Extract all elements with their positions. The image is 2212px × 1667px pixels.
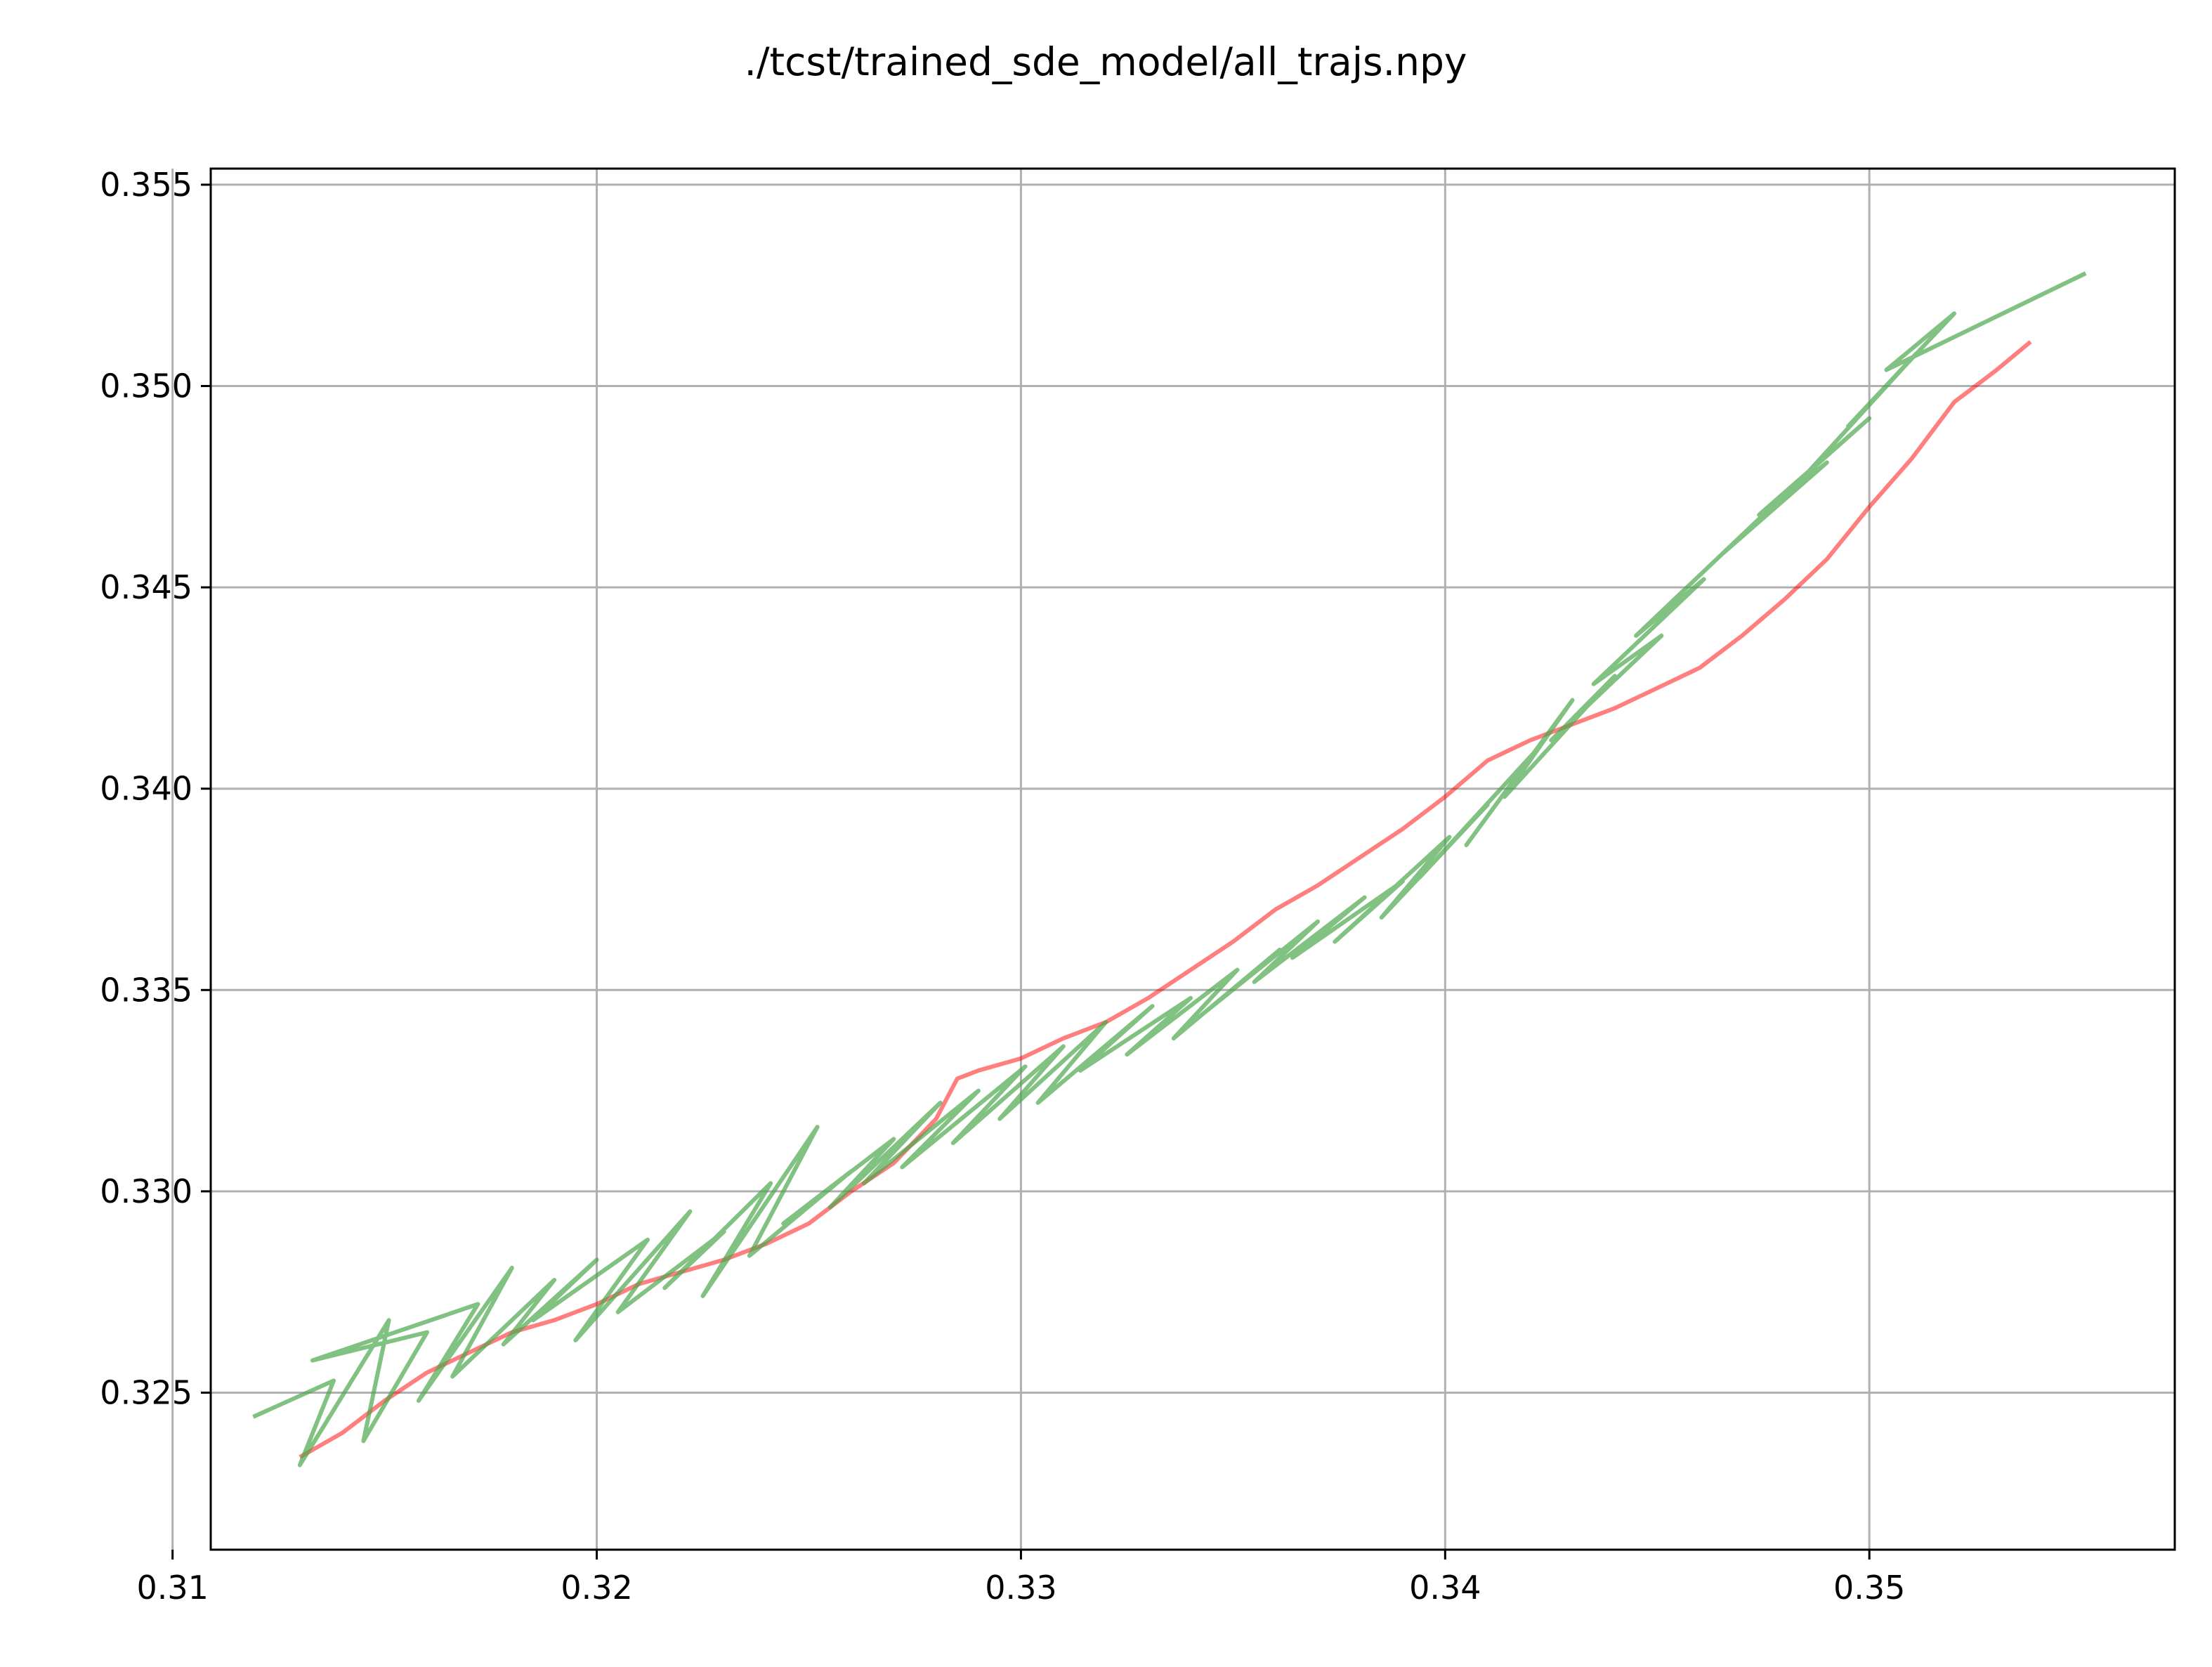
axes-frame <box>209 167 2176 1551</box>
x-axis: 0.31 0.32 0.33 0.34 0.35 <box>136 1550 1905 1607</box>
y-axis: 0.325 0.330 0.335 0.340 0.345 0.350 0.355 <box>100 166 211 1411</box>
y-tick-label: 0.335 <box>100 971 192 1009</box>
x-tick-label: 0.32 <box>561 1569 632 1607</box>
grid <box>171 169 2175 1550</box>
x-tick-label: 0.35 <box>1833 1569 1905 1607</box>
y-tick-label: 0.330 <box>100 1172 192 1210</box>
y-tick-label: 0.350 <box>100 367 192 405</box>
x-tick-label: 0.33 <box>985 1569 1056 1607</box>
series-line-2 <box>252 271 2087 1467</box>
y-tick-label: 0.355 <box>100 166 192 204</box>
x-tick-label: 0.34 <box>1409 1569 1481 1607</box>
y-tick-label: 0.325 <box>100 1373 192 1411</box>
series-line-1 <box>299 340 2032 1459</box>
x-tick-label: 0.31 <box>136 1569 208 1607</box>
y-tick-label: 0.340 <box>100 770 192 808</box>
chart-title: ./tcst/trained_sde_model/all_trajs.npy <box>745 39 1467 84</box>
plot-area <box>211 169 2175 1550</box>
series-layer <box>252 271 2087 1467</box>
y-tick-label: 0.345 <box>100 568 192 606</box>
